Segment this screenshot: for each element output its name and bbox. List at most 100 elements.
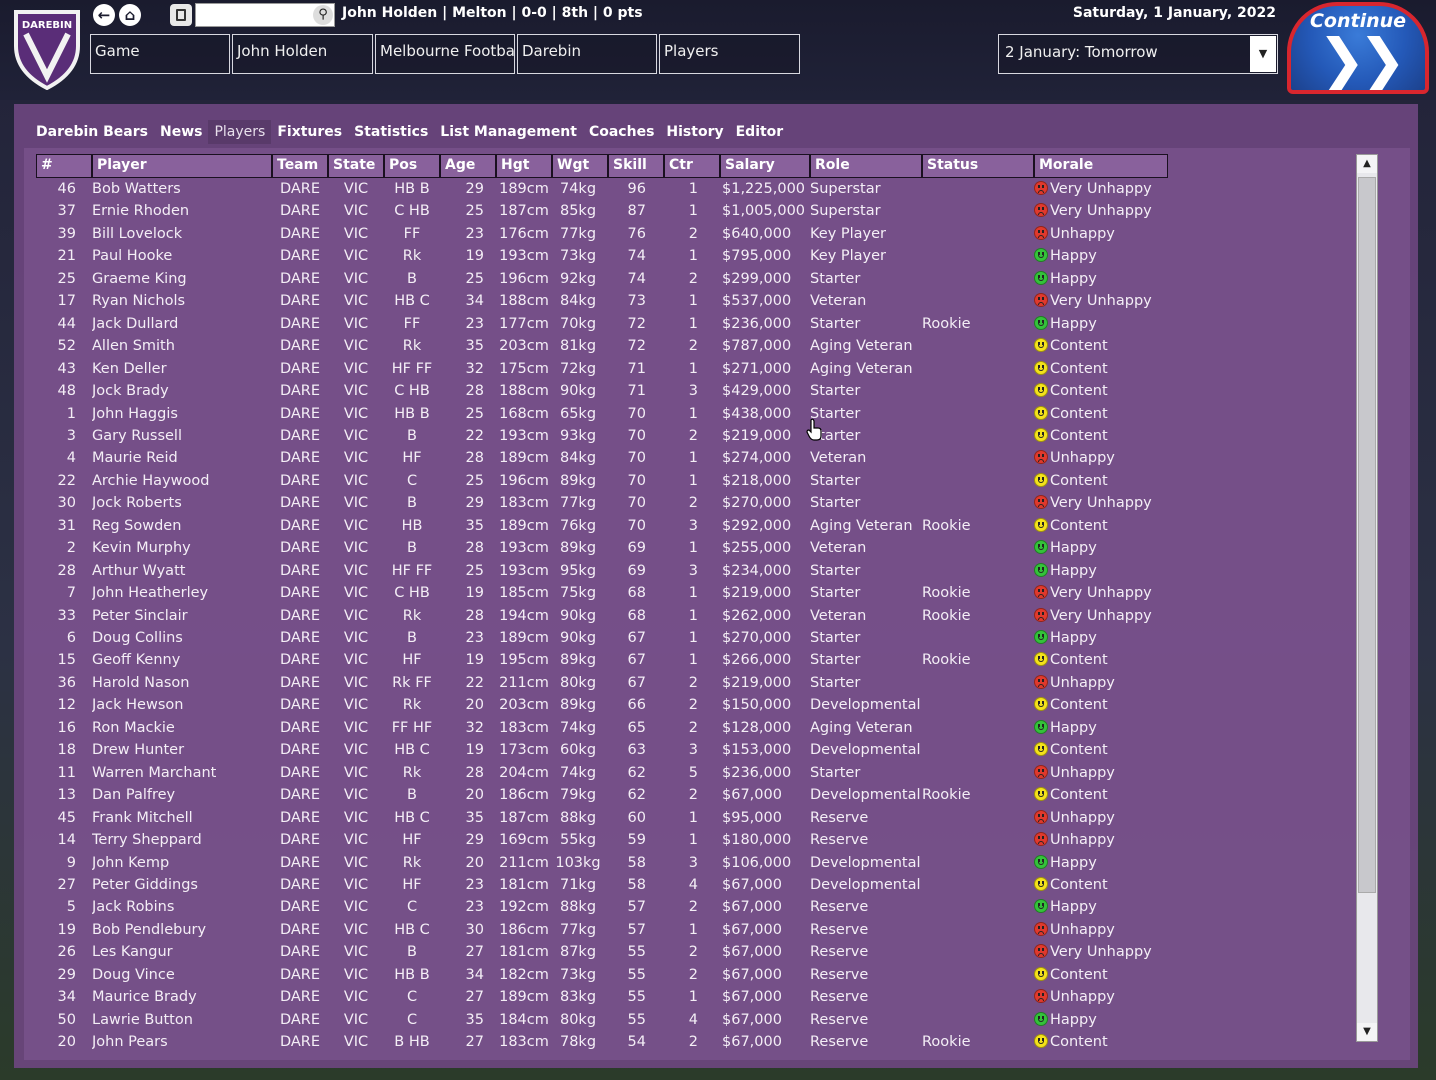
breadcrumb-players[interactable]: Players — [659, 34, 800, 74]
cell-player[interactable]: Graeme King — [92, 270, 187, 287]
table-row[interactable]: 3 Gary Russell DARE VIC B 22 193cm 93kg 70 2 $219,… — [36, 425, 1170, 447]
cell-player[interactable]: Allen Smith — [92, 338, 175, 355]
table-row[interactable]: 44 Jack Dullard DARE VIC FF 23 177cm 70kg 72 1 $23… — [36, 313, 1170, 335]
table-row[interactable]: 9 John Kemp DARE VIC Rk 20 211cm 103kg 58 3 $106,0… — [36, 852, 1170, 874]
breadcrumb-league[interactable]: Melbourne Football — [375, 34, 515, 74]
cell-player[interactable]: John Heatherley — [92, 585, 209, 602]
table-row[interactable]: 30 Jock Roberts DARE VIC B 29 183cm 77kg 70 2 $270… — [36, 492, 1170, 514]
cell-player[interactable]: Les Kangur — [92, 944, 173, 961]
column-header-skill[interactable]: Skill — [608, 154, 664, 178]
column-header-morale[interactable]: Morale — [1034, 154, 1168, 178]
breadcrumb-game[interactable]: Game — [90, 34, 230, 74]
table-row[interactable]: 45 Frank Mitchell DARE VIC HB C 35 187cm 88kg 60… — [36, 807, 1170, 829]
cell-player[interactable]: Gary Russell — [92, 427, 182, 444]
table-row[interactable]: 39 Bill Lovelock DARE VIC FF 23 176cm 77kg 76 2 $6… — [36, 223, 1170, 245]
column-header-team[interactable]: Team — [272, 154, 328, 178]
column-header-contract[interactable]: Ctr — [664, 154, 720, 178]
cell-player[interactable]: Jack Dullard — [92, 315, 179, 332]
table-row[interactable]: 46 Bob Watters DARE VIC HB B 29 189cm 74kg 96 1 $1… — [36, 178, 1170, 200]
menu-club[interactable]: Darebin Bears — [36, 124, 148, 140]
table-row[interactable]: 16 Ron Mackie DARE VIC FF HF 32 183cm 74kg 65 2 $1… — [36, 717, 1170, 739]
cell-player[interactable]: Reg Sowden — [92, 517, 182, 534]
table-row[interactable]: 17 Ryan Nichols DARE VIC HB C 34 188cm 84kg 73 1 $… — [36, 290, 1170, 312]
scroll-thumb[interactable] — [1358, 177, 1376, 893]
cell-player[interactable]: Warren Marchant — [92, 764, 217, 781]
continue-button[interactable]: Continue ❯❯ — [1287, 2, 1429, 94]
menu-editor[interactable]: Editor — [735, 124, 784, 140]
cell-player[interactable]: Terry Sheppard — [92, 832, 202, 849]
cell-player[interactable]: Frank Mitchell — [92, 809, 193, 826]
table-row[interactable]: 2 Kevin Murphy DARE VIC B 28 193cm 89kg 69 1 $255,… — [36, 537, 1170, 559]
cell-player[interactable]: Lawrie Button — [92, 1011, 193, 1028]
cell-player[interactable]: Ron Mackie — [92, 719, 175, 736]
cell-player[interactable]: Jack Robins — [92, 899, 175, 916]
menu-coaches[interactable]: Coaches — [588, 124, 655, 140]
column-header-state[interactable]: State — [328, 154, 384, 178]
cell-player[interactable]: Drew Hunter — [92, 742, 185, 759]
table-row[interactable]: 19 Bob Pendlebury DARE VIC HB C 30 186cm 77kg 57… — [36, 919, 1170, 941]
column-header-salary[interactable]: Salary — [720, 154, 810, 178]
cell-player[interactable]: Peter Giddings — [92, 876, 198, 893]
table-row[interactable]: 34 Maurice Brady DARE VIC C 27 189cm 83kg 55 1 $67… — [36, 986, 1170, 1008]
cell-player[interactable]: Archie Haywood — [92, 472, 210, 489]
cell-player[interactable]: Ken Deller — [92, 360, 167, 377]
scroll-down-icon[interactable]: ▼ — [1357, 1023, 1377, 1041]
table-row[interactable]: 48 Jock Brady DARE VIC C HB 28 188cm 90kg 71 3 $42… — [36, 380, 1170, 402]
back-icon[interactable]: ← — [93, 4, 115, 26]
cell-player[interactable]: Paul Hooke — [92, 248, 173, 265]
table-row[interactable]: 18 Drew Hunter DARE VIC HB C 19 173cm 60kg 63 3 $1… — [36, 739, 1170, 761]
menu-history[interactable]: History — [666, 124, 724, 140]
table-row[interactable]: 52 Allen Smith DARE VIC Rk 35 203cm 81kg 72 2 $787… — [36, 335, 1170, 357]
scroll-up-icon[interactable]: ▲ — [1357, 155, 1377, 173]
cell-player[interactable]: John Haggis — [92, 405, 178, 422]
menu-players[interactable]: Players — [208, 120, 272, 144]
menu-statistics[interactable]: Statistics — [354, 124, 429, 140]
cell-player[interactable]: Arthur Wyatt — [92, 562, 186, 579]
table-row[interactable]: 6 Doug Collins DARE VIC B 23 189cm 90kg 67 1 $270,… — [36, 627, 1170, 649]
cell-player[interactable]: Doug Vince — [92, 966, 175, 983]
cell-player[interactable]: Peter Sinclair — [92, 607, 188, 624]
menu-news[interactable]: News — [159, 124, 203, 140]
breadcrumb-manager[interactable]: John Holden — [232, 34, 373, 74]
continue-until-select[interactable]: 2 January: Tomorrow ▼ — [998, 34, 1278, 74]
cell-player[interactable]: Dan Palfrey — [92, 787, 176, 804]
breadcrumb-club[interactable]: Darebin — [517, 34, 657, 74]
table-row[interactable]: 43 Ken Deller DARE VIC HF FF 32 175cm 72kg 71 1 $2… — [36, 358, 1170, 380]
table-row[interactable]: 14 Terry Sheppard DARE VIC HF 29 169cm 55kg 59 1 $… — [36, 829, 1170, 851]
column-header-weight[interactable]: Wgt — [552, 154, 608, 178]
search-icon[interactable]: ⚲ — [313, 5, 333, 25]
search-input[interactable] — [198, 6, 310, 26]
table-row[interactable]: 29 Doug Vince DARE VIC HB B 34 182cm 73kg 55 2 $67… — [36, 964, 1170, 986]
cell-player[interactable]: Ernie Rhoden — [92, 203, 190, 220]
column-header-status[interactable]: Status — [922, 154, 1034, 178]
cell-player[interactable]: Harold Nason — [92, 674, 190, 691]
menu-fixtures[interactable]: Fixtures — [277, 124, 343, 140]
column-header-age[interactable]: Age — [440, 154, 496, 178]
table-row[interactable]: 50 Lawrie Button DARE VIC C 35 184cm 80kg 55 4 $67… — [36, 1009, 1170, 1031]
cell-player[interactable]: John Pears — [92, 1034, 168, 1051]
cell-player[interactable]: John Kemp — [92, 854, 170, 871]
table-row[interactable]: 20 John Pears DARE VIC B HB 27 183cm 78kg 54 2 $67… — [36, 1031, 1170, 1053]
home-icon[interactable]: ⌂ — [119, 4, 141, 26]
table-row[interactable]: 26 Les Kangur DARE VIC B 27 181cm 87kg 55 2 $67,00… — [36, 941, 1170, 963]
column-header-number[interactable]: # — [36, 154, 92, 178]
column-header-height[interactable]: Hgt — [496, 154, 552, 178]
cell-player[interactable]: Kevin Murphy — [92, 540, 191, 557]
column-header-player[interactable]: Player — [92, 154, 272, 178]
cell-player[interactable]: Bob Watters — [92, 181, 181, 197]
table-row[interactable]: 25 Graeme King DARE VIC B 25 196cm 92kg 74 2 $299,… — [36, 268, 1170, 290]
cell-player[interactable]: Jack Hewson — [92, 697, 184, 714]
menu-list-management[interactable]: List Management — [440, 124, 577, 140]
table-row[interactable]: 37 Ernie Rhoden DARE VIC C HB 25 187cm 85kg 87 1 $… — [36, 200, 1170, 222]
table-row[interactable]: 31 Reg Sowden DARE VIC HB 35 189cm 76kg 70 3 $292,… — [36, 515, 1170, 537]
cell-player[interactable]: Jock Roberts — [92, 495, 182, 512]
column-header-role[interactable]: Role — [810, 154, 922, 178]
table-row[interactable]: 5 Jack Robins DARE VIC C 23 192cm 88kg 57 2 $67,00… — [36, 896, 1170, 918]
table-row[interactable]: 4 Maurie Reid DARE VIC HF 28 189cm 84kg 70 1 $274,… — [36, 447, 1170, 469]
table-row[interactable]: 36 Harold Nason DARE VIC Rk FF 22 211cm 80kg 67 2… — [36, 672, 1170, 694]
table-row[interactable]: 15 Geoff Kenny DARE VIC HF 19 195cm 89kg 67 1 $266… — [36, 649, 1170, 671]
cell-player[interactable]: Doug Collins — [92, 630, 183, 646]
table-row[interactable]: 21 Paul Hooke DARE VIC Rk 19 193cm 73kg 74 1 $795,… — [36, 245, 1170, 267]
table-scrollbar[interactable]: ▲ ▼ — [1356, 154, 1378, 1042]
cell-player[interactable]: Maurice Brady — [92, 989, 197, 1006]
